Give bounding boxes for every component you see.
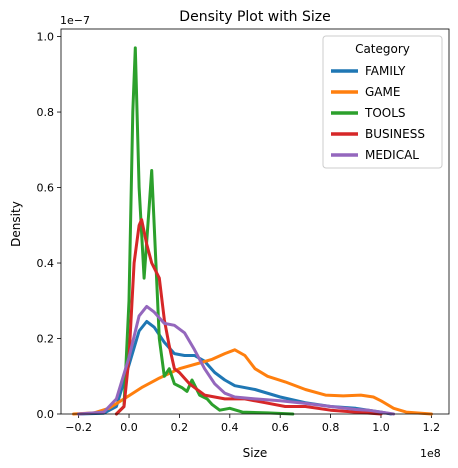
y-tick-label: 0.4 (37, 257, 55, 270)
x-tick-label: 0.6 (271, 421, 289, 434)
series-line-medical (77, 304, 396, 416)
legend-label-business: BUSINESS (365, 127, 425, 141)
x-tick-label: −0.2 (65, 421, 92, 434)
y-axis-title: Density (9, 201, 23, 247)
y-tick-label: 0.2 (37, 333, 55, 346)
chart-title: Density Plot with Size (179, 9, 330, 25)
x-tick-label: 0.8 (322, 421, 340, 434)
plot-frame (60, 28, 450, 415)
series-line-business (114, 218, 383, 416)
x-tick-label: 0.0 (120, 421, 138, 434)
legend-label-family: FAMILY (365, 64, 406, 78)
y-tick-label: 0.6 (37, 182, 55, 195)
legend-label-game: GAME (365, 85, 400, 99)
x-tick-label: 1.2 (423, 421, 441, 434)
legend-title: Category (355, 42, 410, 56)
series-line-game (72, 348, 433, 416)
y-tick-label: 0.8 (37, 106, 55, 119)
legend-label-medical: MEDICAL (365, 148, 419, 162)
y-scale-label: 1e−7 (60, 14, 90, 27)
x-tick-label: 0.2 (171, 421, 189, 434)
series-layer (72, 46, 433, 416)
y-tick-label: 0.0 (37, 408, 55, 421)
x-tick-label: 1.0 (372, 421, 390, 434)
legend-label-tools: TOOLS (364, 106, 406, 120)
legend: Category FAMILY GAME TOOLS BUSINESS MEDICAL (322, 35, 443, 169)
x-axis-title: Size (243, 446, 268, 460)
x-tick-label: 0.4 (221, 421, 239, 434)
ticks-layer: −0.2 0.0 0.2 0.4 0.6 0.8 1.0 1.2 0.0 0.2 0.4 0.6 0.8… (37, 31, 441, 434)
x-scale-label: 1e8 (420, 447, 441, 460)
series-line-tools (114, 46, 295, 416)
y-tick-label: 1.0 (37, 31, 55, 44)
